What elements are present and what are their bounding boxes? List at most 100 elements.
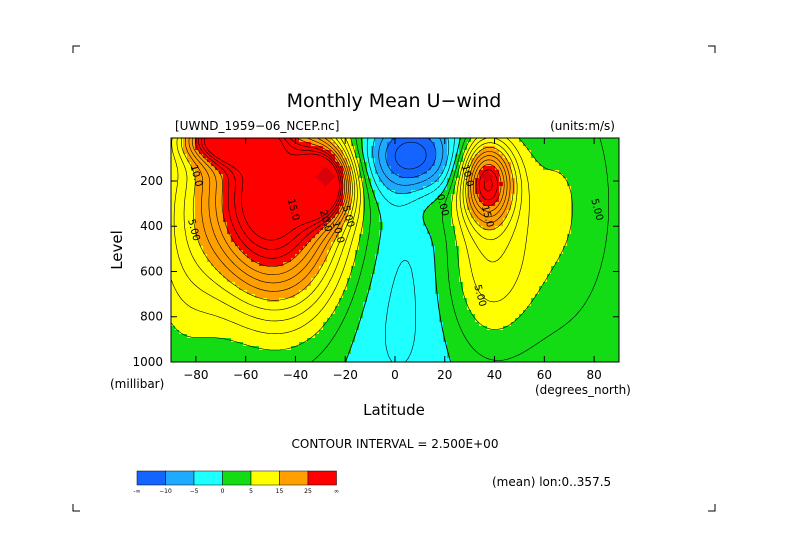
- field-cell: [347, 182, 352, 187]
- field-cell: [367, 146, 372, 151]
- field-cell: [259, 202, 264, 207]
- field-cell: [367, 254, 372, 259]
- field-cell: [315, 314, 320, 319]
- field-cell: [219, 282, 224, 287]
- field-cell: [487, 250, 492, 255]
- field-cell: [575, 254, 580, 259]
- field-cell: [591, 206, 596, 211]
- field-cell: [251, 242, 256, 247]
- field-cell: [587, 178, 592, 183]
- field-cell: [423, 174, 428, 179]
- field-cell: [275, 262, 280, 267]
- field-cell: [455, 254, 460, 259]
- field-cell: [363, 266, 368, 271]
- field-cell: [499, 214, 504, 219]
- field-cell: [459, 154, 464, 159]
- field-cell: [359, 274, 364, 279]
- field-cell: [447, 182, 452, 187]
- field-cell: [363, 222, 368, 227]
- field-cell: [179, 174, 184, 179]
- field-cell: [391, 214, 396, 219]
- field-cell: [351, 170, 356, 175]
- field-cell: [283, 170, 288, 175]
- field-cell: [199, 250, 204, 255]
- field-cell: [443, 290, 448, 295]
- field-cell: [339, 314, 344, 319]
- field-cell: [271, 138, 276, 143]
- field-cell: [239, 286, 244, 291]
- field-cell: [335, 206, 340, 211]
- field-cell: [463, 274, 468, 279]
- field-cell: [555, 138, 560, 143]
- field-cell: [371, 266, 376, 271]
- field-cell: [487, 254, 492, 259]
- field-cell: [463, 266, 468, 271]
- field-cell: [307, 222, 312, 227]
- field-cell: [359, 210, 364, 215]
- field-cell: [215, 302, 220, 307]
- field-cell: [247, 142, 252, 147]
- field-cell: [479, 250, 484, 255]
- field-cell: [371, 254, 376, 259]
- field-cell: [375, 230, 380, 235]
- field-cell: [319, 298, 324, 303]
- field-cell: [471, 214, 476, 219]
- field-cell: [203, 226, 208, 231]
- field-cell: [351, 150, 356, 155]
- field-cell: [539, 282, 544, 287]
- field-cell: [371, 262, 376, 267]
- field-cell: [523, 178, 528, 183]
- field-cell: [303, 246, 308, 251]
- field-cell: [195, 290, 200, 295]
- field-cell: [187, 294, 192, 299]
- field-cell: [515, 222, 520, 227]
- field-cell: [523, 182, 528, 187]
- field-cell: [603, 278, 608, 283]
- field-cell: [519, 242, 524, 247]
- field-cell: [307, 190, 312, 195]
- field-cell: [379, 142, 384, 147]
- field-cell: [491, 298, 496, 303]
- field-cell: [315, 246, 320, 251]
- field-cell: [575, 226, 580, 231]
- field-cell: [439, 234, 444, 239]
- field-cell: [219, 238, 224, 243]
- field-cell: [403, 214, 408, 219]
- field-cell: [195, 258, 200, 263]
- field-cell: [215, 250, 220, 255]
- field-cell: [431, 206, 436, 211]
- field-cell: [487, 142, 492, 147]
- field-cell: [375, 158, 380, 163]
- field-cell: [203, 138, 208, 143]
- field-cell: [231, 190, 236, 195]
- field-cell: [387, 178, 392, 183]
- field-cell: [271, 166, 276, 171]
- field-cell: [459, 302, 464, 307]
- field-cell: [355, 238, 360, 243]
- field-cell: [563, 218, 568, 223]
- field-cell: [223, 314, 228, 319]
- field-cell: [403, 202, 408, 207]
- field-cell: [383, 274, 388, 279]
- field-cell: [243, 202, 248, 207]
- field-cell: [323, 254, 328, 259]
- field-cell: [539, 226, 544, 231]
- field-cell: [171, 262, 176, 267]
- field-cell: [595, 270, 600, 275]
- field-cell: [523, 214, 528, 219]
- field-cell: [199, 218, 204, 223]
- field-cell: [583, 290, 588, 295]
- field-cell: [559, 266, 564, 271]
- field-cell: [179, 306, 184, 311]
- field-cell: [267, 150, 272, 155]
- field-cell: [339, 254, 344, 259]
- field-cell: [503, 290, 508, 295]
- field-cell: [451, 154, 456, 159]
- field-cell: [331, 314, 336, 319]
- field-cell: [263, 226, 268, 231]
- field-cell: [375, 282, 380, 287]
- field-cell: [299, 286, 304, 291]
- field-cell: [311, 270, 316, 275]
- field-cell: [471, 262, 476, 267]
- field-cell: [287, 274, 292, 279]
